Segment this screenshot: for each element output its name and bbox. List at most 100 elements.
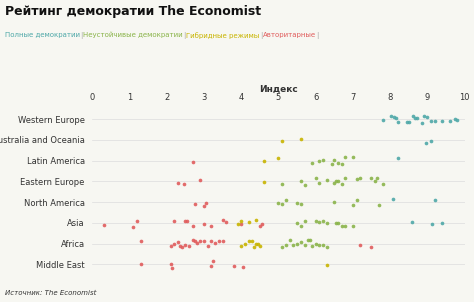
Point <box>260 159 267 163</box>
Point <box>438 119 446 124</box>
Point <box>428 222 436 227</box>
Point <box>200 222 208 226</box>
Point <box>330 180 338 185</box>
Point <box>332 179 340 184</box>
Point <box>356 176 364 181</box>
Point <box>409 114 417 119</box>
Point <box>349 224 356 229</box>
Point <box>338 224 346 229</box>
Point <box>379 117 386 122</box>
Text: Неустойчивые демократии: Неустойчивые демократии <box>83 32 183 38</box>
Point <box>245 220 253 224</box>
Point <box>338 181 346 186</box>
Point <box>182 219 189 223</box>
Text: |: | <box>316 32 319 39</box>
Point <box>379 182 386 187</box>
Point <box>334 178 342 183</box>
Point <box>234 222 241 226</box>
Point <box>137 238 145 243</box>
Point <box>301 242 308 247</box>
Point <box>306 238 314 243</box>
X-axis label: Индекс: Индекс <box>259 85 298 94</box>
Point <box>431 119 438 124</box>
Point <box>245 239 253 244</box>
Point <box>237 222 245 226</box>
Point <box>297 179 305 184</box>
Point <box>374 176 381 181</box>
Point <box>411 116 419 121</box>
Point <box>304 238 312 243</box>
Point <box>334 221 342 226</box>
Point <box>372 178 379 183</box>
Point <box>256 224 264 229</box>
Point <box>387 113 395 118</box>
Text: |: | <box>80 32 82 39</box>
Point <box>349 155 356 159</box>
Point <box>137 261 145 266</box>
Point <box>215 239 223 244</box>
Point <box>230 264 237 269</box>
Point <box>208 238 215 243</box>
Text: Полные демократии: Полные демократии <box>5 32 80 38</box>
Point <box>389 196 397 201</box>
Point <box>191 202 199 207</box>
Point <box>308 160 316 165</box>
Point <box>297 137 305 141</box>
Point <box>297 240 305 245</box>
Point <box>278 201 286 206</box>
Point <box>239 265 247 269</box>
Point <box>392 116 400 121</box>
Point <box>133 218 141 223</box>
Point <box>427 119 435 124</box>
Point <box>193 240 201 245</box>
Point <box>316 220 323 225</box>
Point <box>171 242 178 247</box>
Point <box>200 203 208 208</box>
Point <box>174 180 182 185</box>
Text: Источник: The Economist: Источник: The Economist <box>5 290 96 296</box>
Point <box>405 120 412 125</box>
Point <box>319 218 327 223</box>
Point <box>403 119 410 124</box>
Point <box>275 201 283 205</box>
Point <box>252 218 260 223</box>
Point <box>241 242 249 247</box>
Point <box>394 156 402 161</box>
Point <box>129 224 137 229</box>
Point <box>319 158 327 162</box>
Point <box>237 219 245 223</box>
Point <box>197 239 204 243</box>
Point <box>178 244 185 249</box>
Point <box>189 159 197 164</box>
Point <box>211 241 219 246</box>
Point <box>323 178 331 183</box>
Text: Авторитарные: Авторитарные <box>263 32 316 38</box>
Point <box>427 139 435 144</box>
Point <box>323 245 331 249</box>
Point <box>189 238 197 243</box>
Point <box>446 118 454 123</box>
Point <box>256 243 264 248</box>
Point <box>323 262 331 267</box>
Point <box>169 265 176 270</box>
Point <box>208 264 215 268</box>
Point <box>208 223 215 228</box>
Text: |: | <box>183 32 186 39</box>
Point <box>423 114 431 119</box>
Point <box>286 238 293 243</box>
Point <box>312 219 319 223</box>
Point <box>278 182 286 187</box>
Point <box>297 201 305 206</box>
Point <box>297 223 305 228</box>
Point <box>183 218 191 223</box>
Point <box>332 220 340 225</box>
Point <box>323 220 331 225</box>
Point <box>290 243 297 247</box>
Point <box>301 182 308 187</box>
Point <box>330 199 338 204</box>
Point <box>368 176 375 181</box>
Point <box>189 224 197 229</box>
Point <box>338 162 346 166</box>
Text: Гибридные режимы: Гибридные режимы <box>186 32 259 39</box>
Point <box>451 117 459 121</box>
